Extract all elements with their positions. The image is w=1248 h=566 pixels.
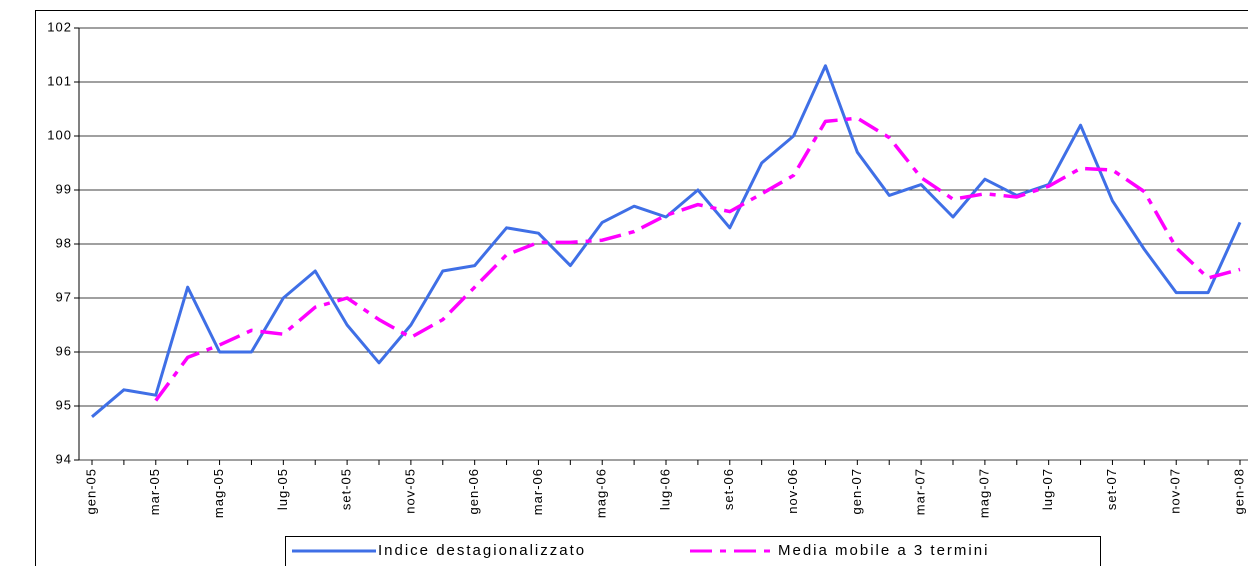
- x-tick-label: gen-06: [466, 468, 481, 514]
- x-tick-label: lug-05: [275, 468, 290, 510]
- chart-frame: [35, 10, 1248, 566]
- legend-label: Indice destagionalizzato: [378, 542, 586, 559]
- y-tick-label: 100: [47, 127, 72, 142]
- x-tick-label: nov-07: [1168, 468, 1183, 514]
- y-tick-label: 101: [47, 73, 72, 88]
- x-tick-label: mar-06: [530, 468, 545, 515]
- x-tick-label: mag-06: [594, 468, 609, 518]
- y-tick-label: 95: [56, 397, 72, 412]
- y-tick-label: 102: [47, 19, 72, 34]
- x-tick-label: set-05: [339, 468, 354, 510]
- x-tick-label: mag-07: [976, 468, 991, 518]
- y-tick-label: 94: [56, 451, 72, 466]
- data-line: [154, 116, 1241, 402]
- x-tick-label: nov-06: [785, 468, 800, 514]
- legend-label: Media mobile a 3 termini: [778, 542, 989, 559]
- y-tick-label: 99: [56, 181, 72, 196]
- y-tick-label: 96: [56, 343, 72, 358]
- x-tick-label: set-07: [1104, 468, 1119, 510]
- x-tick-label: gen-07: [849, 468, 864, 514]
- x-tick-label: gen-08: [1231, 468, 1246, 514]
- x-tick-label: lug-06: [657, 468, 672, 510]
- x-tick-label: lug-07: [1040, 468, 1055, 510]
- x-tick-label: gen-05: [83, 468, 98, 514]
- x-tick-label: nov-05: [402, 468, 417, 514]
- y-tick-label: 97: [56, 289, 72, 304]
- y-tick-label: 98: [56, 235, 72, 250]
- x-tick-label: mar-05: [147, 468, 162, 515]
- x-tick-label: mar-07: [913, 468, 928, 515]
- x-tick-label: mag-05: [211, 468, 226, 518]
- x-tick-label: set-06: [721, 468, 736, 510]
